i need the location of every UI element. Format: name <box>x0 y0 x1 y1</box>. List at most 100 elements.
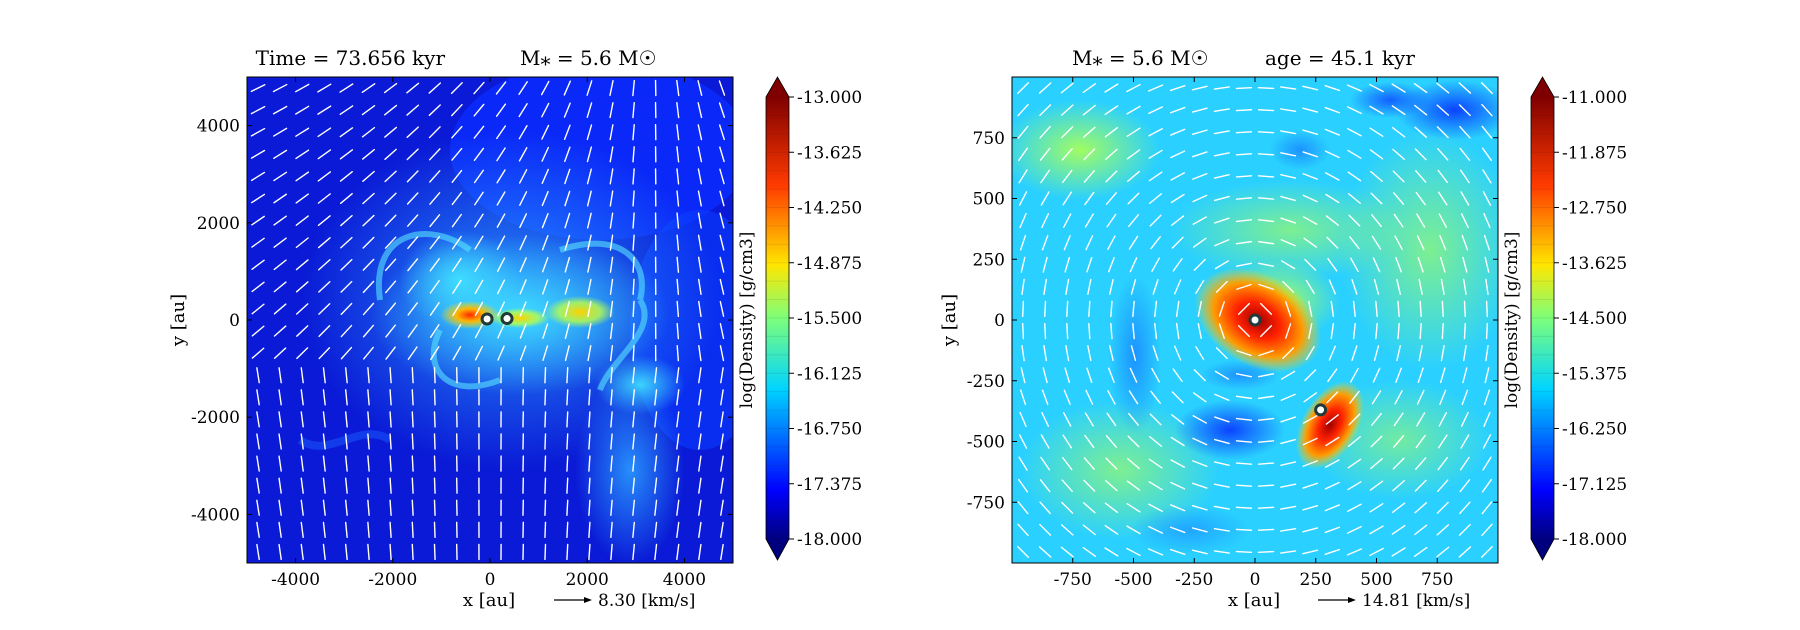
velocity-arrow <box>496 235 506 250</box>
velocity-arrow <box>1257 417 1275 421</box>
colorbar-tick-label: -16.750 <box>797 420 862 440</box>
velocity-arrow <box>300 455 304 472</box>
velocity-arrow <box>1280 393 1296 401</box>
velocity-arrow <box>1169 84 1186 92</box>
velocity-arrow <box>1280 483 1297 488</box>
y-tick-label: 750 <box>973 129 1005 149</box>
velocity-arrow <box>1482 434 1492 449</box>
velocity-arrow <box>1369 105 1384 115</box>
velocity-arrow <box>389 389 392 406</box>
velocity-arrow <box>406 192 419 205</box>
velocity-arrow <box>697 190 702 207</box>
left-y-axis-label: y [au] <box>168 294 189 347</box>
velocity-arrow <box>1213 152 1230 157</box>
velocity-arrow <box>609 300 614 318</box>
velocity-arrow <box>362 214 375 227</box>
velocity-arrow <box>300 499 304 516</box>
velocity-arrow <box>1302 460 1318 467</box>
velocity-arrow <box>1324 526 1341 534</box>
left-quiver-key-label: 8.30 [km/s] <box>598 591 695 611</box>
velocity-arrow <box>1257 395 1275 400</box>
velocity-arrow <box>1128 390 1139 405</box>
velocity-arrow <box>632 79 635 97</box>
velocity-arrow <box>1372 257 1381 273</box>
velocity-arrow <box>676 124 680 141</box>
velocity-arrow <box>632 256 635 273</box>
velocity-arrow <box>1282 347 1295 360</box>
velocity-arrow <box>361 148 376 160</box>
velocity-arrow <box>384 170 397 183</box>
velocity-arrow <box>1436 126 1449 139</box>
velocity-arrow <box>1017 103 1029 117</box>
velocity-arrow <box>1418 345 1423 362</box>
velocity-arrow <box>1416 412 1426 427</box>
velocity-arrow <box>1348 214 1361 227</box>
velocity-arrow <box>1257 131 1275 134</box>
velocity-arrow <box>719 168 725 185</box>
velocity-arrow <box>1126 127 1141 138</box>
velocity-arrow <box>610 477 613 494</box>
velocity-arrow <box>1302 173 1318 180</box>
velocity-arrow <box>1347 481 1362 491</box>
velocity-arrow <box>272 105 288 115</box>
velocity-arrow <box>1151 257 1160 273</box>
velocity-arrow <box>1040 191 1050 206</box>
velocity-arrow <box>719 300 725 317</box>
velocity-arrow <box>1324 84 1341 92</box>
velocity-arrow <box>1302 129 1319 136</box>
velocity-arrow <box>609 168 614 185</box>
velocity-arrow <box>1086 367 1093 384</box>
velocity-arrow <box>654 543 658 561</box>
velocity-arrow <box>296 347 309 360</box>
velocity-arrow <box>278 477 282 494</box>
velocity-arrow <box>1044 300 1047 318</box>
velocity-arrow <box>1372 367 1381 383</box>
velocity-arrow <box>1213 483 1230 488</box>
velocity-arrow <box>1039 479 1051 493</box>
velocity-arrow <box>1349 236 1360 250</box>
left-x-axis-label: x [au] <box>463 590 515 611</box>
velocity-arrow <box>1235 506 1253 509</box>
colorbar-tick-label: -13.000 <box>797 88 862 108</box>
velocity-arrow <box>1392 148 1405 160</box>
velocity-arrow <box>1440 278 1445 295</box>
velocity-arrow <box>295 237 309 249</box>
velocity-arrow <box>1128 214 1139 228</box>
velocity-arrow <box>1106 412 1117 427</box>
y-tick-label: 500 <box>973 190 1005 210</box>
sink-particle-marker <box>1314 403 1328 417</box>
left-colorbar-body <box>766 97 789 539</box>
velocity-arrow <box>588 477 591 494</box>
velocity-arrow <box>318 303 331 315</box>
left-quiver-key-arrowhead <box>584 597 592 603</box>
velocity-arrow <box>609 124 614 141</box>
velocity-arrow <box>1280 505 1297 510</box>
velocity-arrow <box>1302 527 1319 533</box>
velocity-arrow <box>300 433 304 450</box>
velocity-arrow <box>1459 479 1471 493</box>
velocity-arrow <box>1132 322 1135 340</box>
velocity-arrow <box>1170 128 1186 136</box>
velocity-arrow <box>1105 148 1118 160</box>
velocity-arrow <box>1019 411 1027 428</box>
velocity-arrow <box>697 234 702 251</box>
velocity-arrow <box>278 499 282 516</box>
velocity-arrow <box>278 521 282 538</box>
velocity-arrow <box>433 499 436 516</box>
velocity-arrow <box>452 345 462 361</box>
velocity-arrow <box>610 367 613 384</box>
velocity-arrow <box>1302 151 1319 158</box>
velocity-arrow <box>272 83 288 93</box>
velocity-arrow <box>588 543 591 561</box>
velocity-arrow <box>1060 546 1074 558</box>
velocity-arrow <box>1150 390 1161 404</box>
velocity-arrow <box>1285 301 1292 317</box>
velocity-arrow <box>1041 213 1050 229</box>
velocity-arrow <box>1302 107 1319 113</box>
velocity-arrow <box>1192 194 1208 203</box>
velocity-arrow <box>389 411 392 428</box>
velocity-arrow <box>1126 502 1141 513</box>
velocity-arrow <box>322 367 326 384</box>
velocity-arrow <box>317 105 332 115</box>
velocity-arrow <box>588 521 591 539</box>
